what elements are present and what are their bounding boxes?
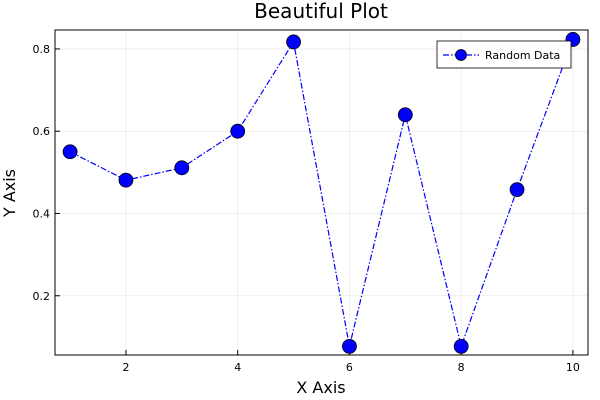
x-tick-label: 6 [346,361,353,374]
legend: Random Data [436,40,572,69]
data-point [509,182,525,198]
y-tick-label: 0.4 [33,207,51,220]
data-point [118,172,134,188]
y-axis-label: Y Axis [0,169,19,218]
plot-frame [54,29,589,356]
legend-label: Random Data [485,49,560,62]
y-tick-label: 0.8 [33,43,51,56]
data-point [453,338,469,354]
ticks-layer: 2 4 6 8 10 0.2 0.4 0.6 0.8 [33,43,580,374]
data-point [62,144,78,160]
x-tick-label: 2 [122,361,129,374]
y-tick-label: 0.6 [33,125,51,138]
x-axis-label: X Axis [296,378,345,397]
x-tick-label: 4 [234,361,241,374]
data-point [397,107,413,123]
chart-title: Beautiful Plot [254,0,388,23]
data-point [174,160,190,176]
y-tick-label: 0.2 [33,290,51,303]
legend-marker-sample [455,49,467,61]
x-tick-label: 10 [566,361,580,374]
data-point [230,123,246,139]
x-tick-label: 8 [458,361,465,374]
data-point [342,338,357,354]
data-point [286,34,301,50]
